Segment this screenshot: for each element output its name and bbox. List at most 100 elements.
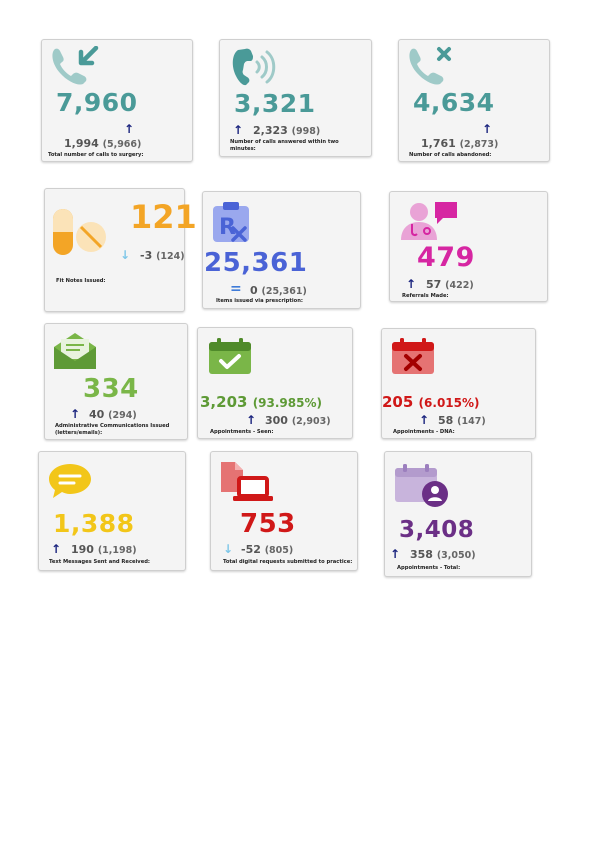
calls-abandoned-label: Number of calls abandoned: — [409, 152, 492, 158]
phone-ringing-icon — [232, 48, 276, 86]
fit-notes-change: -3 (124) — [140, 249, 185, 262]
text-messages-previous: (1,198) — [97, 545, 137, 556]
calls-answered-card: 3,321 ↑ 2,323 (998) Number of calls answ… — [219, 39, 372, 157]
laptop-document-icon — [221, 462, 273, 501]
calls-to-surgery-value: 7,960 — [56, 88, 138, 117]
appointments-dna-value: 205 (6.015%) — [382, 393, 480, 411]
appointments-seen-count: 3,203 — [200, 393, 248, 411]
referrals-change: 57 (422) — [426, 278, 474, 291]
appointments-total-value: 3,408 — [399, 517, 475, 543]
appointments-total-trend-arrow: ↑ — [390, 547, 401, 561]
appointments-dna-count: 205 — [382, 393, 414, 411]
digital-requests-trend-arrow: ↓ — [223, 542, 234, 556]
referrals-value: 479 — [417, 242, 475, 273]
appointments-dna-change: 58 (147) — [438, 414, 486, 427]
appointments-seen-trend-arrow: ↑ — [246, 413, 257, 427]
missed-call-icon — [409, 47, 451, 85]
prescriptions-change: 0 (25,361) — [250, 284, 307, 297]
appointments-seen-change: 300 (2,903) — [265, 414, 331, 427]
fit-notes-previous: (124) — [156, 251, 185, 262]
admin-comms-card: 334 ↑ 40 (294) Administrative Communicat… — [44, 323, 188, 440]
calls-abandoned-change-value: 1,761 — [421, 137, 456, 150]
appointments-dna-change-value: 58 — [438, 414, 454, 427]
appointments-seen-value: 3,203 (93.985%) — [200, 393, 322, 411]
calls-answered-change: 2,323 (998) — [253, 124, 320, 137]
digital-requests-change: -52 (805) — [241, 543, 293, 556]
referrals-trend-arrow: ↑ — [406, 277, 417, 291]
text-messages-change: 190 (1,198) — [71, 543, 137, 556]
prescriptions-trend-arrow: = — [230, 281, 242, 297]
calls-abandoned-value: 4,634 — [413, 88, 495, 117]
appointments-total-card: 3,408 ↑ 358 (3,050) Appointments - Total… — [384, 451, 532, 577]
appointments-seen-change-value: 300 — [265, 414, 288, 427]
text-messages-trend-arrow: ↑ — [51, 542, 62, 556]
digital-requests-change-value: -52 — [241, 543, 261, 556]
referrals-card: 479 ↑ 57 (422) Referrals Made: — [389, 191, 548, 302]
referrals-previous: (422) — [445, 280, 474, 291]
appointments-total-change: 358 (3,050) — [410, 548, 476, 561]
appointments-seen-card: 3,203 (93.985%) ↑ 300 (2,903) Appointmen… — [197, 327, 353, 439]
digital-requests-card: 753 ↓ -52 (805) Total digital requests s… — [210, 451, 358, 571]
calls-abandoned-trend-arrow: ↑ — [482, 122, 493, 136]
calls-answered-label: Number of calls answered within two minu… — [230, 139, 339, 152]
admin-comms-previous: (294) — [108, 410, 137, 421]
prescriptions-previous: (25,361) — [261, 286, 307, 297]
calls-answered-trend-arrow: ↑ — [233, 123, 244, 137]
calendar-cross-icon — [392, 338, 434, 374]
envelope-icon — [54, 333, 96, 369]
prescriptions-card: R 25,361 = 0 (25,361) Items issued via p… — [202, 191, 361, 309]
doctor-chat-icon — [401, 202, 457, 240]
calendar-user-icon — [395, 464, 448, 507]
calls-answered-previous: (998) — [291, 126, 321, 137]
calls-to-surgery-change-value: 1,994 — [64, 137, 99, 150]
calls-answered-value: 3,321 — [234, 89, 316, 118]
appointments-dna-previous: (147) — [457, 416, 486, 427]
incoming-call-icon — [52, 46, 99, 85]
admin-comms-change-value: 40 — [89, 408, 105, 421]
fit-notes-card: 121 ↓ -3 (124) Fit Notes Issued: — [44, 188, 197, 312]
prescriptions-change-value: 0 — [250, 284, 258, 297]
speech-bubble-icon — [49, 464, 91, 498]
admin-comms-label: Administrative Communications Issued (le… — [55, 423, 170, 436]
fit-notes-change-value: -3 — [140, 249, 153, 262]
calls-abandoned-card: 4,634 ↑ 1,761 (2,873) Number of calls ab… — [398, 39, 550, 162]
calls-answered-change-value: 2,323 — [253, 124, 288, 137]
admin-comms-value: 334 — [83, 374, 139, 404]
appointments-total-change-value: 358 — [410, 548, 433, 561]
appointments-dna-percent: (6.015%) — [418, 396, 480, 410]
digital-requests-label: Total digital requests submitted to prac… — [223, 559, 353, 565]
calls-to-surgery-card: 7,960 ↑ 1,994 (5,966) Total number of ca… — [41, 39, 193, 162]
calls-abandoned-previous: (2,873) — [459, 139, 499, 150]
prescriptions-label: Items issued via prescription: — [216, 298, 303, 304]
appointments-dna-card: 205 (6.015%) ↑ 58 (147) Appointments - D… — [381, 328, 536, 439]
calls-to-surgery-change: 1,994 (5,966) — [64, 137, 141, 150]
svg-text:R: R — [219, 215, 236, 240]
text-messages-label: Text Messages Sent and Received: — [49, 559, 150, 565]
text-messages-card: 1,388 ↑ 190 (1,198) Text Messages Sent a… — [38, 451, 186, 571]
calls-abandoned-change: 1,761 (2,873) — [421, 137, 498, 150]
calls-to-surgery-label: Total number of calls to surgery: — [48, 152, 144, 158]
appointments-seen-previous: (2,903) — [291, 416, 331, 427]
admin-comms-trend-arrow: ↑ — [70, 407, 81, 421]
calls-to-surgery-trend-arrow: ↑ — [124, 122, 135, 136]
prescription-icon: R — [213, 202, 249, 242]
digital-requests-value: 753 — [240, 509, 296, 539]
fit-notes-label: Fit Notes Issued: — [56, 278, 106, 284]
prescriptions-value: 25,361 — [204, 248, 308, 278]
referrals-change-value: 57 — [426, 278, 442, 291]
fit-notes-trend-arrow: ↓ — [120, 248, 131, 262]
appointments-dna-trend-arrow: ↑ — [419, 413, 430, 427]
appointments-dna-label: Appointments - DNA: — [393, 429, 455, 435]
appointments-total-label: Appointments - Total: — [397, 565, 461, 571]
referrals-label: Referrals Made: — [402, 293, 449, 299]
appointments-total-previous: (3,050) — [436, 550, 476, 561]
admin-comms-change: 40 (294) — [89, 408, 137, 421]
pills-icon — [53, 209, 106, 255]
fit-notes-value: 121 — [130, 198, 197, 236]
text-messages-value: 1,388 — [53, 509, 135, 538]
text-messages-change-value: 190 — [71, 543, 94, 556]
calendar-check-icon — [209, 338, 251, 374]
calls-to-surgery-previous: (5,966) — [102, 139, 142, 150]
appointments-seen-percent: (93.985%) — [252, 396, 322, 410]
appointments-seen-label: Appointments - Seen: — [210, 429, 274, 435]
